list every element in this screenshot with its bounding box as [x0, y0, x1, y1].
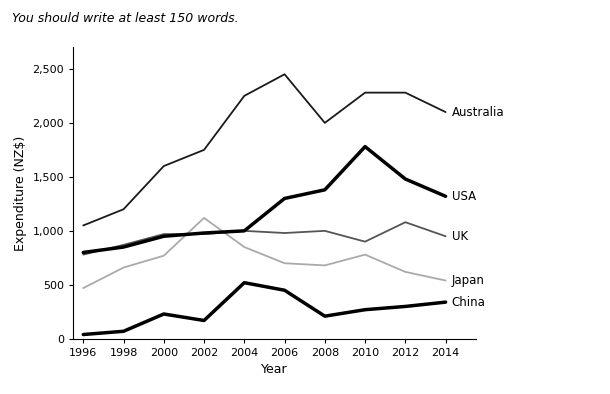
Text: You should write at least 150 words.: You should write at least 150 words. — [12, 12, 239, 25]
Y-axis label: Expenditure (NZ$): Expenditure (NZ$) — [14, 136, 27, 251]
Text: China: China — [451, 296, 486, 309]
Text: Australia: Australia — [451, 106, 504, 119]
Text: Japan: Japan — [451, 274, 484, 287]
X-axis label: Year: Year — [261, 363, 288, 376]
Text: UK: UK — [451, 230, 468, 243]
Text: USA: USA — [451, 190, 476, 203]
